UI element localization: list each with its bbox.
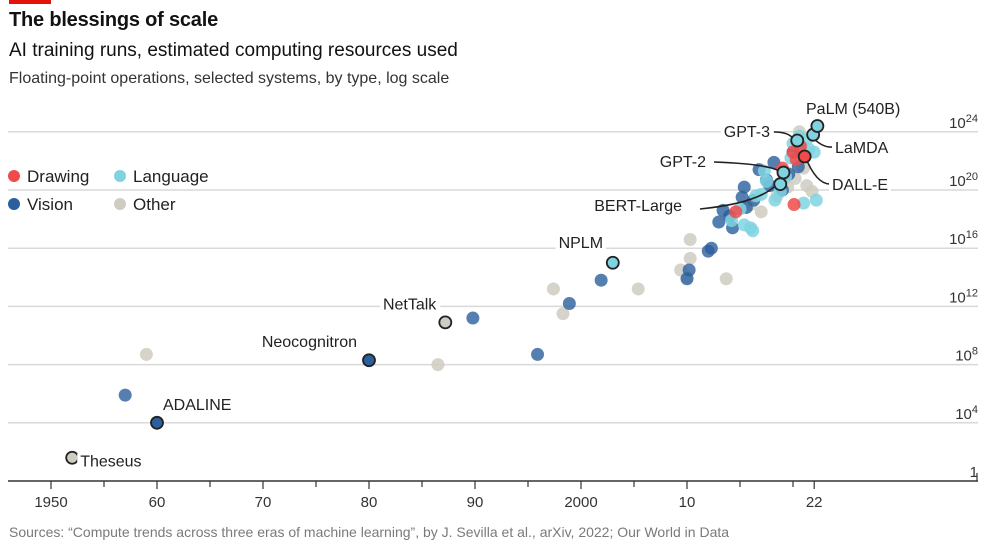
- data-point-language: [737, 218, 751, 232]
- annotation-leader-line: [699, 183, 778, 210]
- annotations: Theseus ADALINE Neocognitron NetTalk NPLM BER…: [65, 101, 904, 471]
- legend-swatch-language: [114, 170, 126, 182]
- annotation-label-bg: [77, 453, 145, 471]
- data-point-vision: [737, 180, 751, 194]
- y-tick-label: 1: [970, 464, 978, 481]
- data-point-other: [546, 282, 560, 296]
- data-point-vision: [562, 296, 576, 310]
- data-point-other: [631, 282, 645, 296]
- annotation-label: BERT-Large: [594, 198, 682, 215]
- brand-red-bar: [9, 0, 51, 4]
- y-axis-labels: 1024 1020 1016 1012 108 104 1: [949, 113, 978, 481]
- data-point-vision: [466, 311, 480, 325]
- annotation-label: PaLM (540B): [806, 101, 900, 118]
- highlighted-point: [810, 119, 825, 133]
- annotation-label-bg: [829, 177, 892, 194]
- x-tick-label: 22: [806, 494, 823, 511]
- highlighted-point: [65, 450, 80, 465]
- highlighted-point: [362, 353, 376, 368]
- annotation-label: ADALINE: [163, 397, 231, 414]
- annotation-label-bg: [720, 124, 774, 141]
- highlighted-point: [438, 315, 453, 330]
- highlighted-point: [773, 177, 788, 192]
- annotation-label: GPT-2: [660, 154, 706, 171]
- highlighted-point: [797, 149, 812, 164]
- chart-description: Floating-point operations, selected syst…: [9, 70, 450, 87]
- chart-subtitle: AI training runs, estimated computing re…: [9, 40, 458, 61]
- annotation-label: DALL-E: [832, 177, 888, 194]
- data-point-language: [809, 193, 823, 207]
- x-axis: 1950 60 70 80 90 2000 10 22: [8, 473, 978, 511]
- annotation-label: Neocognitron: [262, 334, 357, 351]
- annotation-label-bg: [258, 334, 360, 352]
- data-point-other: [719, 272, 733, 286]
- x-tick-label: 2000: [564, 494, 597, 511]
- data-point-other: [556, 307, 570, 321]
- data-point-vision: [594, 273, 608, 287]
- data-point-vision: [118, 388, 132, 402]
- data-point-vision: [682, 263, 696, 277]
- x-tick-label: 70: [255, 494, 272, 511]
- annotation-label-bg: [591, 198, 686, 215]
- data-point-other: [431, 358, 445, 372]
- source-note: Sources: “Compute trends across three er…: [9, 524, 730, 540]
- annotation-label: NetTalk: [383, 296, 437, 313]
- data-point-language: [760, 174, 773, 188]
- legend-label-other: Other: [133, 195, 176, 214]
- highlighted-point: [776, 165, 791, 180]
- data-point-vision: [704, 241, 718, 255]
- annotation-label: NPLM: [559, 235, 603, 252]
- annotation-label-bg: [832, 140, 892, 157]
- data-point-language: [797, 196, 811, 210]
- y-tick-label: 1012: [949, 287, 978, 306]
- annotation-label: Theseus: [80, 454, 141, 471]
- annotation-label-bg: [656, 154, 710, 171]
- chart-title: The blessings of scale: [9, 9, 219, 31]
- x-tick-label: 90: [467, 494, 484, 511]
- data-points: [118, 125, 823, 402]
- x-tick-label: 10: [679, 494, 696, 511]
- legend: Drawing Language Vision Other: [8, 167, 209, 214]
- data-point-other: [683, 232, 697, 246]
- y-tick-label: 1016: [949, 229, 978, 248]
- data-point-drawing: [787, 198, 801, 212]
- annotation-label-bg: [555, 234, 607, 252]
- annotation-label-bg: [379, 296, 441, 314]
- data-point-vision: [531, 347, 545, 361]
- y-tick-label: 1020: [949, 171, 978, 190]
- data-point-other: [754, 205, 768, 219]
- legend-label-vision: Vision: [27, 195, 73, 214]
- y-tick-label: 104: [955, 404, 978, 423]
- highlighted-point: [790, 133, 805, 148]
- annotation-label: LaMDA: [835, 140, 889, 157]
- legend-label-drawing: Drawing: [27, 167, 89, 186]
- legend-swatch-vision: [8, 198, 20, 210]
- y-tick-label: 1024: [949, 113, 978, 132]
- data-point-drawing: [729, 205, 743, 219]
- legend-swatch-other: [114, 198, 126, 210]
- highlighted-point: [150, 415, 164, 430]
- x-tick-label: 60: [149, 494, 166, 511]
- annotation-label-bg: [803, 101, 904, 118]
- data-point-vision: [712, 215, 726, 229]
- annotation-label: GPT-3: [724, 124, 770, 141]
- x-tick-label: 1950: [34, 494, 67, 511]
- legend-swatch-drawing: [8, 170, 20, 182]
- legend-label-language: Language: [133, 167, 209, 186]
- x-tick-label: 80: [361, 494, 378, 511]
- data-point-other: [683, 251, 697, 265]
- highlighted-point: [605, 255, 620, 270]
- data-point-other: [139, 347, 153, 361]
- annotation-label-bg: [160, 396, 235, 414]
- y-tick-label: 108: [955, 346, 978, 365]
